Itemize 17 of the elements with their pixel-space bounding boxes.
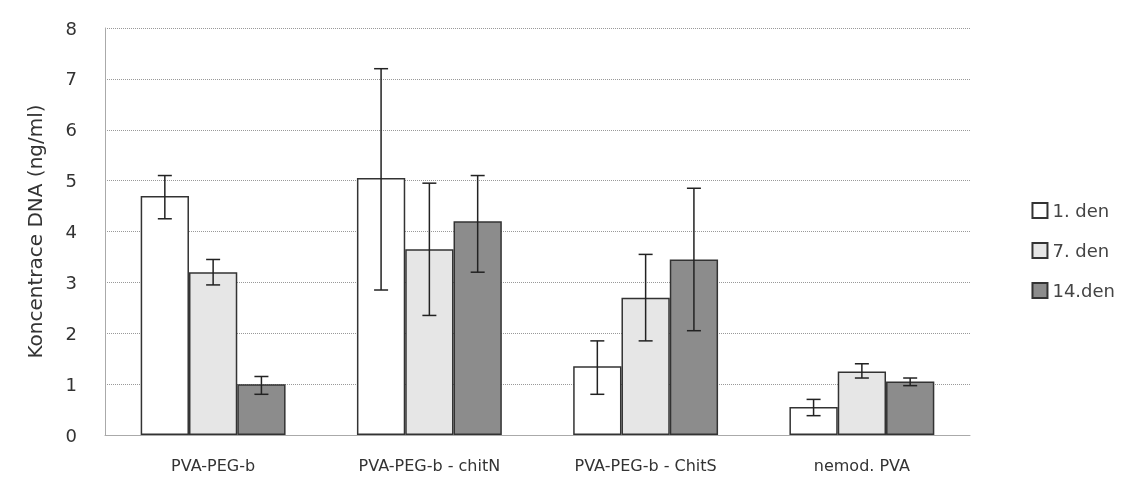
y-tick-label: 0 xyxy=(65,424,77,446)
legend-label: 14.den xyxy=(1052,280,1116,301)
y-tick-label: 4 xyxy=(65,221,77,242)
y-tick-label: 2 xyxy=(65,322,77,344)
y-tick-label: 5 xyxy=(65,170,77,192)
y-tick-label: 7 xyxy=(65,68,77,90)
x-tick-label: nemod. PVA xyxy=(813,455,911,475)
y-tick-label: 1 xyxy=(65,373,77,395)
x-tick-label: PVA-PEG-b - chitN xyxy=(358,455,501,475)
y-axis-title: Koncentrace DNA (ng/ml) xyxy=(23,104,47,359)
y-tick-label: 6 xyxy=(65,119,77,141)
y-tick-label: 8 xyxy=(65,17,77,39)
x-tick-label: PVA-PEG-b xyxy=(171,455,256,475)
y-tick-label: 3 xyxy=(65,271,77,293)
legend-label: 1. den xyxy=(1052,200,1110,221)
legend-label: 7. den xyxy=(1052,240,1110,261)
x-tick-label: PVA-PEG-b - ChitS xyxy=(574,455,717,475)
